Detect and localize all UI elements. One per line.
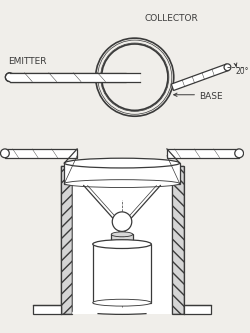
Bar [33,305,60,314]
Circle shape [96,38,174,116]
Circle shape [5,73,14,82]
Bar [172,166,183,314]
Bar [93,244,151,303]
Text: 20°: 20° [235,67,249,76]
Text: BASE: BASE [199,92,223,101]
Bar [111,234,133,242]
Text: COLLECTOR: COLLECTOR [144,14,198,23]
Bar [60,166,72,314]
Bar [72,166,172,314]
Circle shape [112,212,132,231]
Ellipse shape [93,299,151,306]
Circle shape [224,64,231,71]
Ellipse shape [93,240,151,248]
Bar [10,73,140,82]
Circle shape [0,149,9,158]
Bar [172,166,183,314]
Polygon shape [171,64,229,91]
Circle shape [235,149,244,158]
Polygon shape [10,73,126,82]
Ellipse shape [64,180,180,187]
Bar [184,305,211,314]
Bar [167,149,239,158]
Text: EMITTER: EMITTER [8,57,46,66]
Bar [64,163,180,183]
Ellipse shape [111,232,133,237]
Ellipse shape [64,158,180,168]
Bar [60,166,72,314]
Bar [5,149,77,158]
